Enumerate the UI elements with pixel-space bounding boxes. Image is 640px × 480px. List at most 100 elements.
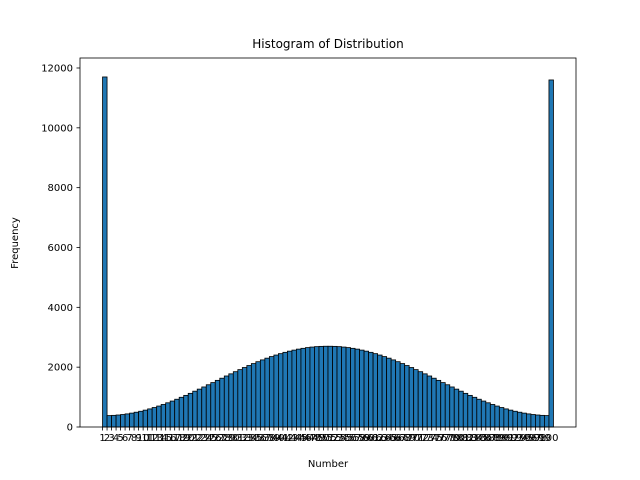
x-tick-label: 85 [475, 433, 488, 444]
x-tick-label: 81 [457, 433, 470, 444]
bar [323, 345, 329, 428]
x-tick-label: 7 [126, 433, 132, 444]
x-tick-label: 38 [263, 433, 276, 444]
bar [449, 386, 455, 428]
bar [138, 410, 144, 428]
x-tick-label: 53 [331, 433, 344, 444]
bar [102, 76, 108, 428]
bar [111, 414, 117, 428]
x-tick-label: 98 [534, 433, 547, 444]
x-tick-label: 9 [135, 433, 141, 444]
x-tick-label: 71 [412, 433, 425, 444]
x-tick-label: 92 [507, 433, 520, 444]
x-tick-label: 64 [380, 433, 393, 444]
x-tick-label: 34 [245, 433, 258, 444]
bar [431, 377, 437, 428]
bar [417, 371, 424, 428]
y-tick-label: 4000 [48, 303, 73, 314]
x-tick-label: 25 [204, 433, 217, 444]
bar [277, 353, 284, 428]
bar [300, 347, 306, 428]
x-tick-label: 73 [421, 433, 434, 444]
bar [232, 371, 239, 428]
bar [535, 414, 541, 428]
bar [381, 356, 388, 428]
x-tick-label: 94 [516, 433, 529, 444]
bar [476, 398, 482, 428]
x-tick-label: 51 [322, 433, 335, 444]
bar [386, 357, 392, 428]
bar [309, 346, 315, 428]
x-tick-label: 31 [231, 433, 244, 444]
x-tick-label: 77 [439, 433, 452, 444]
bar [399, 363, 406, 428]
y-tick-label: 6000 [48, 243, 73, 254]
bar [498, 407, 505, 428]
bar [264, 357, 270, 428]
x-tick-label: 89 [493, 433, 506, 444]
x-tick-label: 40 [272, 433, 285, 444]
bar [390, 359, 397, 428]
x-tick-label: 10 [137, 433, 150, 444]
bar [287, 350, 293, 428]
bar [426, 375, 433, 428]
bar [305, 347, 311, 428]
x-tick-label: 79 [448, 433, 461, 444]
y-tick-label: 8000 [48, 183, 73, 194]
x-tick-label: 65 [385, 433, 398, 444]
x-tick-label: 52 [326, 433, 339, 444]
bar [377, 354, 383, 428]
axes: 0200040006000800010000120001234567891011… [41, 57, 577, 444]
bar [512, 410, 518, 428]
x-tick-label: 39 [268, 433, 281, 444]
bar [516, 411, 523, 428]
bar [241, 367, 248, 428]
x-tick-label: 88 [488, 433, 501, 444]
bar [404, 365, 410, 428]
x-tick-label: 19 [177, 433, 190, 444]
bar [372, 353, 379, 428]
x-tick-label: 97 [529, 433, 542, 444]
x-tick-label: 20 [182, 433, 195, 444]
x-tick-label: 15 [159, 433, 172, 444]
x-tick-label: 36 [254, 433, 267, 444]
bar [503, 408, 509, 428]
x-tick-label: 54 [335, 433, 348, 444]
x-tick-label: 45 [295, 433, 308, 444]
bar [273, 354, 279, 428]
x-tick-label: 86 [479, 433, 492, 444]
bar [124, 413, 131, 428]
x-tick-label: 70 [407, 433, 420, 444]
bar [507, 409, 514, 428]
bar [106, 415, 112, 428]
bar [408, 367, 415, 428]
x-tick-label: 83 [466, 433, 479, 444]
bar [467, 394, 473, 428]
bar [169, 400, 176, 428]
x-tick-label: 27 [213, 433, 226, 444]
bar [250, 363, 257, 428]
bar [115, 414, 121, 428]
x-tick-label: 58 [353, 433, 366, 444]
bar [151, 407, 158, 428]
x-tick-label: 99 [538, 433, 551, 444]
x-tick-label: 13 [150, 433, 163, 444]
y-tick-label: 10000 [41, 123, 73, 134]
bar [129, 412, 135, 428]
x-tick-label: 12 [146, 433, 159, 444]
bar [530, 414, 536, 428]
bar [183, 394, 189, 428]
x-tick-label: 48 [308, 433, 321, 444]
bar [187, 392, 194, 428]
x-tick-label: 14 [155, 433, 168, 444]
bar [174, 398, 180, 428]
x-tick-label: 56 [344, 433, 357, 444]
x-tick-label: 57 [349, 433, 362, 444]
bar [336, 346, 342, 428]
bar [160, 404, 167, 428]
bar [268, 356, 275, 428]
x-tick-label: 62 [371, 433, 384, 444]
x-tick-label: 3 [108, 433, 114, 444]
bar [363, 350, 369, 428]
